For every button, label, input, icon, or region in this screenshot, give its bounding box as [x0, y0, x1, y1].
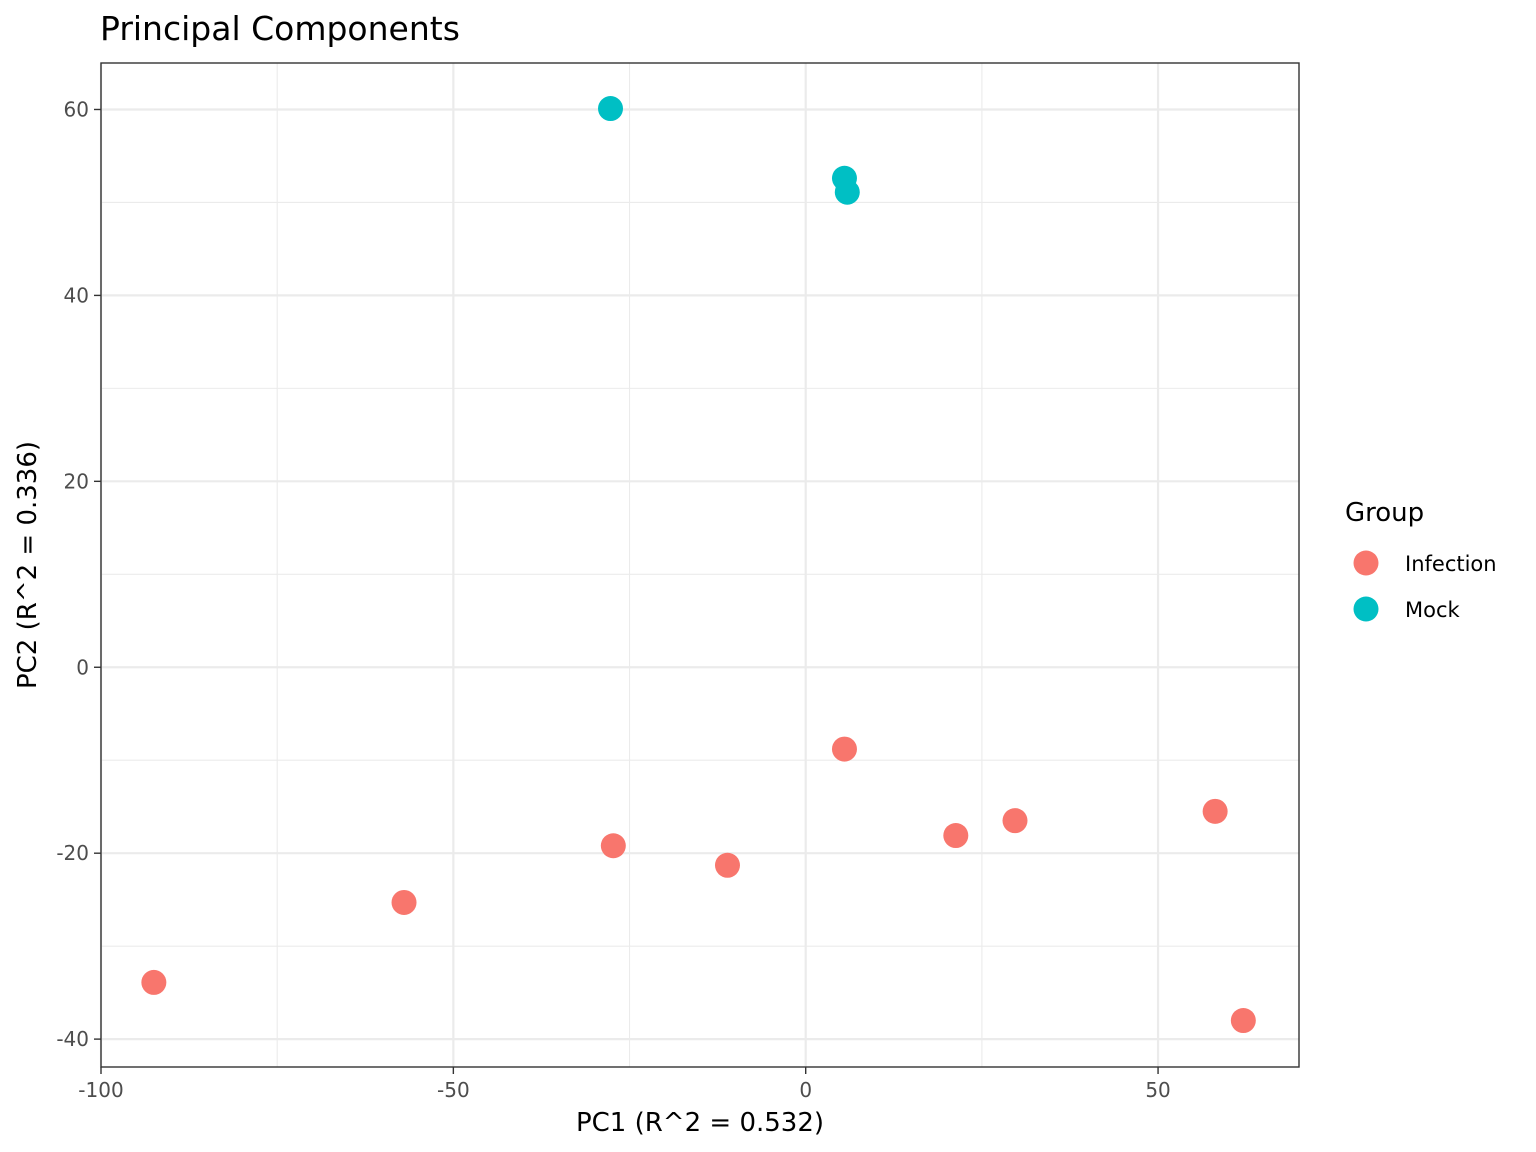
- y-tick-label: -20: [56, 841, 89, 865]
- x-axis-label: PC1 (R^2 = 0.532): [576, 1108, 824, 1138]
- point-infection: [831, 736, 857, 762]
- point-infection: [714, 852, 740, 878]
- legend-title: Group: [1345, 498, 1424, 528]
- point-infection: [1230, 1008, 1256, 1034]
- point-mock: [598, 96, 624, 122]
- y-tick-label: 60: [64, 97, 89, 121]
- legend-label-infection: Infection: [1405, 552, 1497, 576]
- plot-panel-border: [100, 62, 1300, 1068]
- legend-key-infection: [1353, 550, 1379, 576]
- grid-lines: [99, 63, 1299, 1067]
- y-axis-label: PC2 (R^2 = 0.336): [13, 441, 43, 689]
- y-tick-label: 40: [64, 283, 89, 307]
- plot-panel: [101, 63, 1299, 1067]
- axis-ticks: -100 -50 0 50 -40 -20 0 20 40 60: [56, 97, 1170, 1102]
- point-infection: [1002, 808, 1028, 834]
- point-infection: [1202, 798, 1228, 824]
- legend-items: Infection Mock: [1353, 550, 1497, 622]
- x-tick-label: 50: [1145, 1078, 1170, 1102]
- point-infection: [600, 833, 626, 859]
- point-infection: [391, 889, 417, 915]
- y-tick-label: 0: [76, 655, 89, 679]
- x-tick-label: 0: [799, 1078, 812, 1102]
- chart-title: Principal Components: [100, 9, 460, 48]
- x-tick-label: -100: [78, 1078, 123, 1102]
- data-points: [141, 96, 1256, 1034]
- y-tick-label: 20: [64, 469, 89, 493]
- legend-label-mock: Mock: [1405, 598, 1461, 622]
- y-tick-label: -40: [56, 1027, 89, 1051]
- legend-key-mock: [1353, 596, 1379, 622]
- x-tick-label: -50: [437, 1078, 470, 1102]
- legend: Group Infection Mock: [1345, 498, 1497, 622]
- point-infection: [943, 823, 969, 849]
- point-mock: [834, 179, 860, 205]
- point-infection: [141, 969, 167, 995]
